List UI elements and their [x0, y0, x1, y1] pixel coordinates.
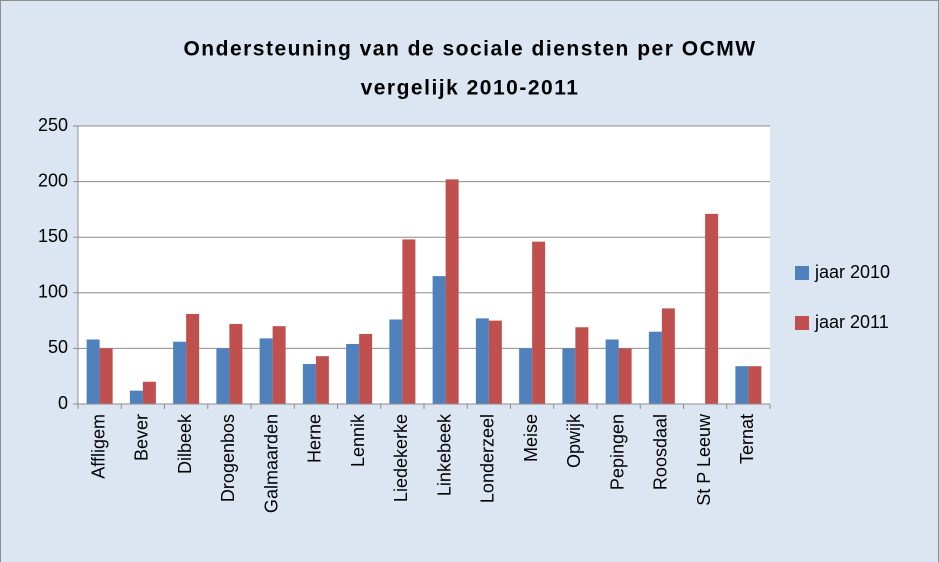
bar — [562, 348, 576, 404]
y-tick-label: 0 — [58, 393, 68, 413]
bar — [402, 239, 416, 404]
bar — [315, 356, 329, 404]
bar — [748, 366, 762, 404]
x-tick-label: Bever — [132, 414, 152, 461]
bar — [475, 318, 489, 404]
x-tick-label: Londerzeel — [478, 414, 498, 503]
x-tick-label: Ternat — [737, 414, 757, 464]
bar — [532, 241, 546, 404]
x-tick-label: St P Leeuw — [694, 413, 714, 506]
bar — [519, 348, 533, 404]
x-tick-label: Dilbeek — [175, 413, 195, 474]
bar — [259, 338, 273, 404]
x-tick-label: Drogenbos — [218, 414, 238, 502]
bar — [186, 313, 200, 404]
y-tick-label: 200 — [38, 170, 68, 190]
bar — [142, 381, 156, 404]
bar — [99, 348, 113, 404]
bar — [359, 333, 373, 404]
bar — [661, 308, 675, 404]
bar — [302, 363, 316, 404]
bar — [432, 276, 446, 404]
bar — [272, 326, 286, 404]
bar — [605, 339, 619, 404]
bar — [129, 390, 143, 404]
chart-subtitle: vergelijk 2010-2011 — [361, 77, 580, 100]
x-tick-label: Pepingen — [607, 414, 627, 490]
legend-swatch — [795, 316, 809, 330]
x-tick-label: Opwijk — [564, 413, 584, 468]
y-tick-label: 250 — [38, 115, 68, 135]
x-tick-label: Meise — [521, 414, 541, 462]
bar — [445, 179, 459, 404]
bar — [735, 366, 749, 404]
bar — [229, 323, 243, 404]
x-tick-label: Liedekerke — [391, 414, 411, 502]
legend-label: jaar 2010 — [814, 262, 890, 282]
x-tick-label: Affligem — [88, 414, 108, 479]
y-tick-label: 150 — [38, 226, 68, 246]
bar — [488, 320, 502, 404]
bar — [618, 348, 632, 404]
y-tick-label: 100 — [38, 282, 68, 302]
x-tick-label: Herne — [305, 414, 325, 463]
x-tick-label: Roosdaal — [651, 414, 671, 490]
y-tick-label: 50 — [48, 337, 68, 357]
bar — [648, 331, 662, 404]
bar — [575, 327, 589, 404]
bar — [389, 319, 403, 404]
legend-label: jaar 2011 — [814, 312, 889, 332]
x-tick-label: Lennik — [348, 413, 368, 467]
bar — [216, 348, 230, 404]
bar — [705, 213, 719, 404]
bar — [173, 341, 187, 404]
bar — [86, 339, 100, 404]
x-tick-label: Linkebeek — [434, 413, 454, 496]
bar — [346, 343, 360, 404]
x-tick-label: Galmaarden — [261, 414, 281, 513]
chart-title: Ondersteuning van de sociale diensten pe… — [183, 38, 756, 61]
legend-swatch — [795, 266, 809, 280]
